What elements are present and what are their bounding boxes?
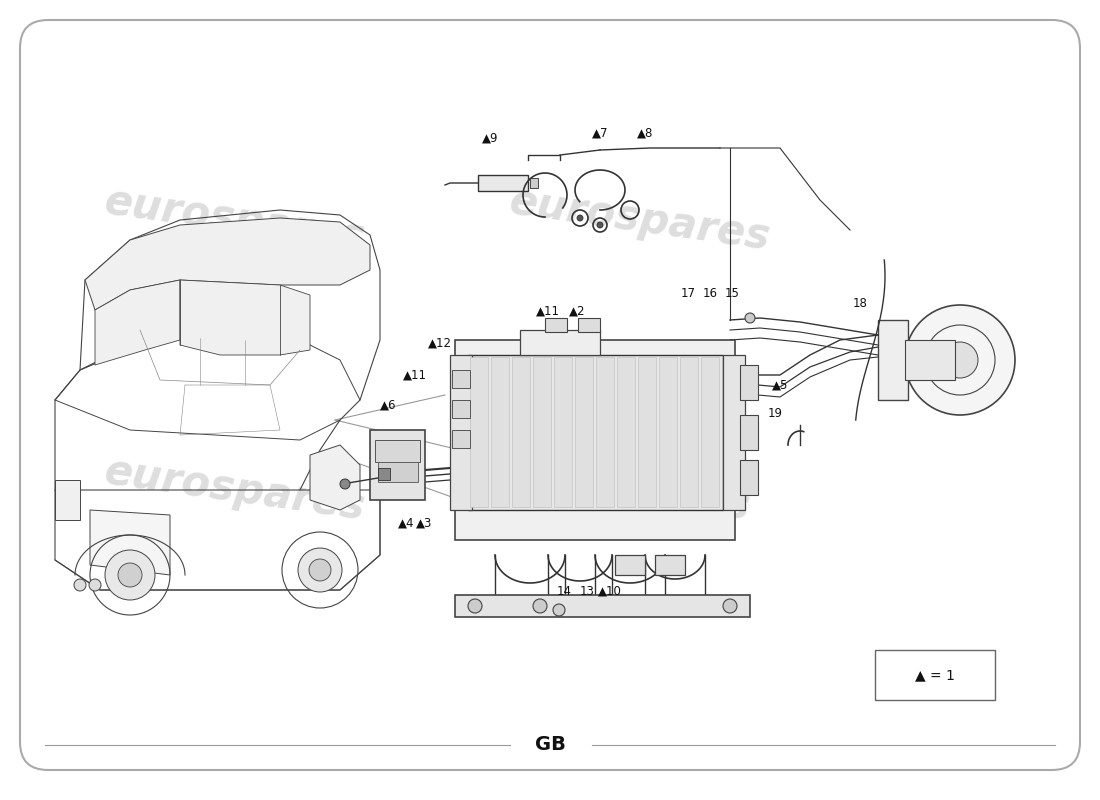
Circle shape (553, 604, 565, 616)
Polygon shape (95, 280, 180, 365)
Text: ▲6: ▲6 (379, 399, 396, 412)
Bar (874, 650, 996, 700)
Polygon shape (55, 480, 80, 520)
Bar (452, 430, 470, 448)
Text: 16: 16 (703, 287, 717, 300)
Bar (530, 178, 538, 188)
Text: ▲4: ▲4 (398, 517, 415, 530)
Bar (878, 320, 908, 400)
Text: GB: GB (535, 735, 565, 754)
Bar (534, 357, 551, 507)
Circle shape (942, 342, 978, 378)
Text: ▲5: ▲5 (772, 379, 789, 392)
Bar (615, 555, 645, 575)
Polygon shape (180, 280, 310, 355)
Text: 18: 18 (852, 297, 868, 310)
FancyBboxPatch shape (20, 20, 1080, 770)
Circle shape (104, 550, 155, 600)
Circle shape (298, 548, 342, 592)
Bar (370, 430, 425, 500)
Bar (740, 460, 758, 495)
Text: 14: 14 (557, 585, 572, 598)
Bar (452, 370, 470, 388)
Bar (578, 318, 600, 332)
Bar (544, 318, 566, 332)
Bar (375, 440, 420, 462)
Bar (512, 357, 530, 507)
Circle shape (905, 305, 1015, 415)
Circle shape (118, 563, 142, 587)
Bar (450, 355, 472, 510)
Bar (378, 468, 390, 480)
Text: ▲11: ▲11 (403, 369, 427, 382)
Bar (740, 415, 758, 450)
Bar (596, 357, 614, 507)
Circle shape (578, 215, 583, 221)
Text: eurospares: eurospares (102, 181, 369, 259)
Bar (723, 355, 745, 510)
Text: ▲2: ▲2 (569, 305, 585, 318)
Bar (378, 462, 418, 482)
Text: eurospares: eurospares (102, 451, 369, 529)
Circle shape (74, 579, 86, 591)
Text: eurospares: eurospares (507, 181, 773, 259)
Text: 19: 19 (768, 407, 782, 420)
Text: ▲8: ▲8 (637, 127, 653, 140)
Bar (470, 357, 488, 507)
Text: ▲9: ▲9 (482, 132, 498, 145)
Text: ▲11: ▲11 (536, 305, 560, 318)
Bar (554, 357, 572, 507)
Circle shape (340, 479, 350, 489)
Polygon shape (310, 445, 360, 510)
Bar (617, 357, 635, 507)
Text: eurospares: eurospares (487, 451, 754, 529)
Text: ▲10: ▲10 (598, 585, 622, 598)
Bar (455, 340, 735, 540)
Bar (680, 357, 698, 507)
Text: ▲ = 1: ▲ = 1 (915, 668, 955, 682)
Circle shape (723, 599, 737, 613)
Text: 17: 17 (681, 287, 695, 300)
Circle shape (309, 559, 331, 581)
Bar (701, 357, 719, 507)
Circle shape (597, 222, 603, 228)
Bar (575, 357, 593, 507)
Text: 15: 15 (725, 287, 739, 300)
Bar (659, 357, 676, 507)
Polygon shape (85, 218, 370, 310)
Text: ▲3: ▲3 (416, 517, 432, 530)
Bar (520, 330, 600, 355)
Circle shape (745, 313, 755, 323)
Bar (654, 555, 685, 575)
Bar (455, 595, 750, 617)
Circle shape (89, 579, 101, 591)
Text: 13: 13 (580, 585, 594, 598)
Bar (740, 365, 758, 400)
Bar (478, 175, 528, 191)
Bar (452, 400, 470, 418)
Bar (491, 357, 509, 507)
Circle shape (534, 599, 547, 613)
Text: ▲7: ▲7 (592, 127, 608, 140)
Bar (468, 355, 723, 510)
Text: ▲12: ▲12 (428, 337, 452, 350)
Bar (638, 357, 656, 507)
Circle shape (468, 599, 482, 613)
Polygon shape (90, 510, 170, 575)
Bar (905, 340, 955, 380)
